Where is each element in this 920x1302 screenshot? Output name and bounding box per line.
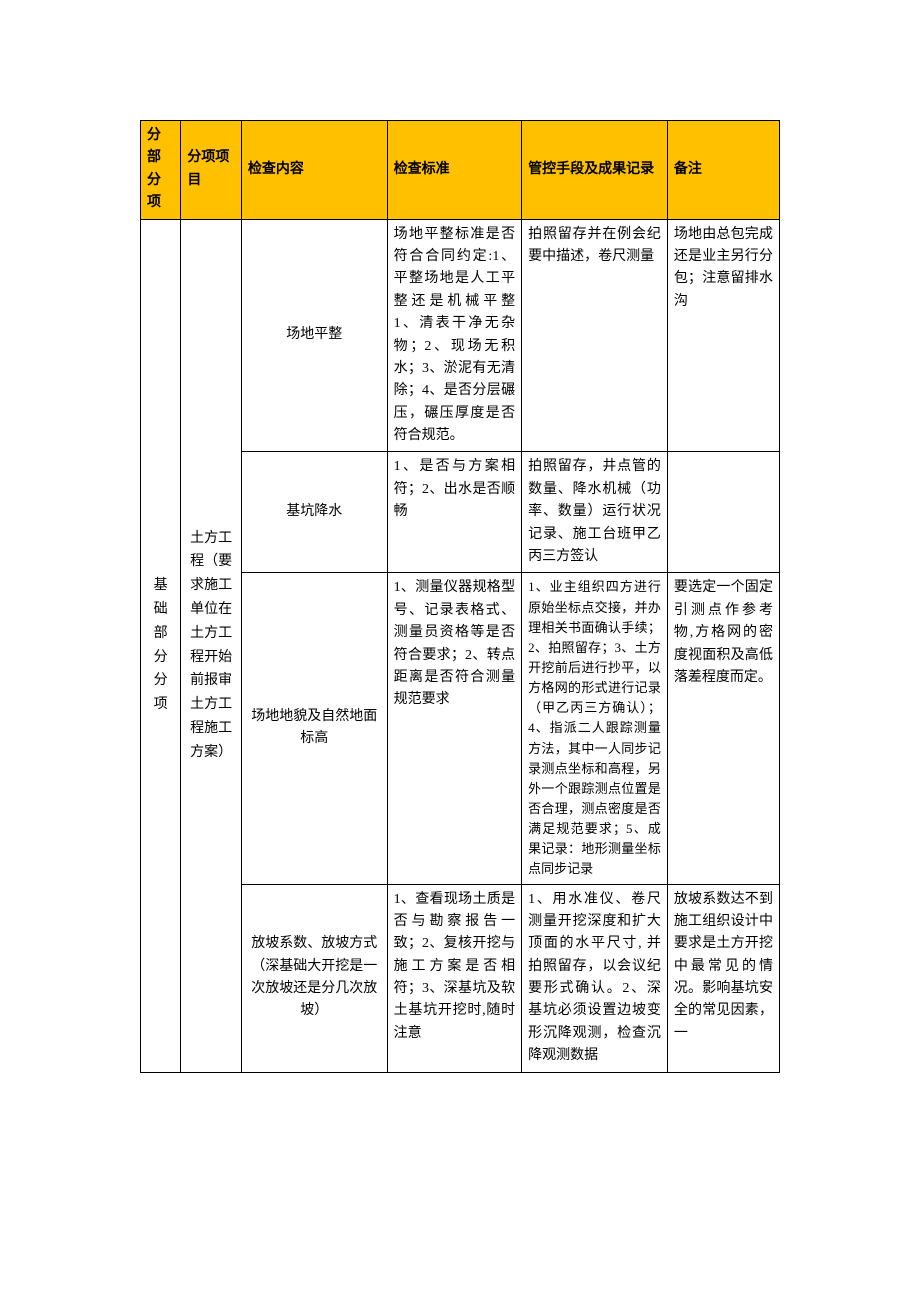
- header-guankong: 管控手段及成果记录: [522, 121, 668, 220]
- cell-jiancha: 基坑降水: [241, 452, 387, 573]
- cell-biaozhun: 1、测量仪器规格型号、记录表格式、测量员资格等是否符合要求；2、转点距离是否符合…: [387, 573, 522, 884]
- cell-biaozhun: 1、查看现场土质是否与勘察报告一致；2、复核开挖与施工方案是否相符；3、深基坑及…: [387, 884, 522, 1072]
- fenbu-text: 基础部分分项: [147, 574, 174, 717]
- cell-guankong: 1、用水准仪、卷尺测量开挖深度和扩大顶面的水平尺寸, 并拍照留存，以会议纪要形式…: [522, 884, 668, 1072]
- fenxiang-text: 土方工程（要求施工单位在土方工程开始前报审土方工程施工方案）: [187, 527, 235, 765]
- cell-jiancha: 放坡系数、放坡方式（深基础大开挖是一次放坡还是分几次放坡）: [241, 884, 387, 1072]
- cell-beizhu: 场地由总包完成还是业主另行分包；注意留排水沟: [667, 219, 779, 452]
- header-fenxiang: 分项项目: [181, 121, 242, 220]
- table-row: 基础部分分项 土方工程（要求施工单位在土方工程开始前报审土方工程施工方案） 场地…: [141, 219, 780, 452]
- cell-beizhu: 放坡系数达不到施工组织设计中要求是土方开挖中最常见的情况。影响基坑安全的常见因素…: [667, 884, 779, 1072]
- cell-fenbu: 基础部分分项: [141, 219, 181, 1072]
- header-jiancha: 检查内容: [241, 121, 387, 220]
- document-page: 分部分项 分项项目 检查内容 检查标准 管控手段及成果记录 备注 基础部分分项 …: [0, 0, 920, 1113]
- cell-jiancha: 场地地貌及自然地面标高: [241, 573, 387, 884]
- cell-beizhu: [667, 452, 779, 573]
- table-body: 基础部分分项 土方工程（要求施工单位在土方工程开始前报审土方工程施工方案） 场地…: [141, 219, 780, 1072]
- cell-biaozhun: 场地平整标准是否符合合同约定:1、平整场地是人工平整还是机械平整 1、清表干净无…: [387, 219, 522, 452]
- cell-guankong: 1、业主组织四方进行原始坐标点交接，并办理相关书面确认手续；2、拍照留存；3、土…: [522, 573, 668, 884]
- cell-guankong: 拍照留存并在例会纪要中描述，卷尺测量: [522, 219, 668, 452]
- cell-beizhu: 要选定一个固定引测点作参考物,方格网的密度视面积及高低落差程度而定。: [667, 573, 779, 884]
- cell-biaozhun: 1、是否与方案相符；2、出水是否顺畅: [387, 452, 522, 573]
- cell-fenxiang: 土方工程（要求施工单位在土方工程开始前报审土方工程施工方案）: [181, 219, 242, 1072]
- cell-guankong: 拍照留存，井点管的数量、降水机械（功率、数量）运行状况记录、施工台班甲乙丙三方签…: [522, 452, 668, 573]
- header-beizhu: 备注: [667, 121, 779, 220]
- cell-jiancha: 场地平整: [241, 219, 387, 452]
- table-header: 分部分项 分项项目 检查内容 检查标准 管控手段及成果记录 备注: [141, 121, 780, 220]
- header-biaozhun: 检查标准: [387, 121, 522, 220]
- header-fenbu: 分部分项: [141, 121, 181, 220]
- inspection-table: 分部分项 分项项目 检查内容 检查标准 管控手段及成果记录 备注 基础部分分项 …: [140, 120, 780, 1073]
